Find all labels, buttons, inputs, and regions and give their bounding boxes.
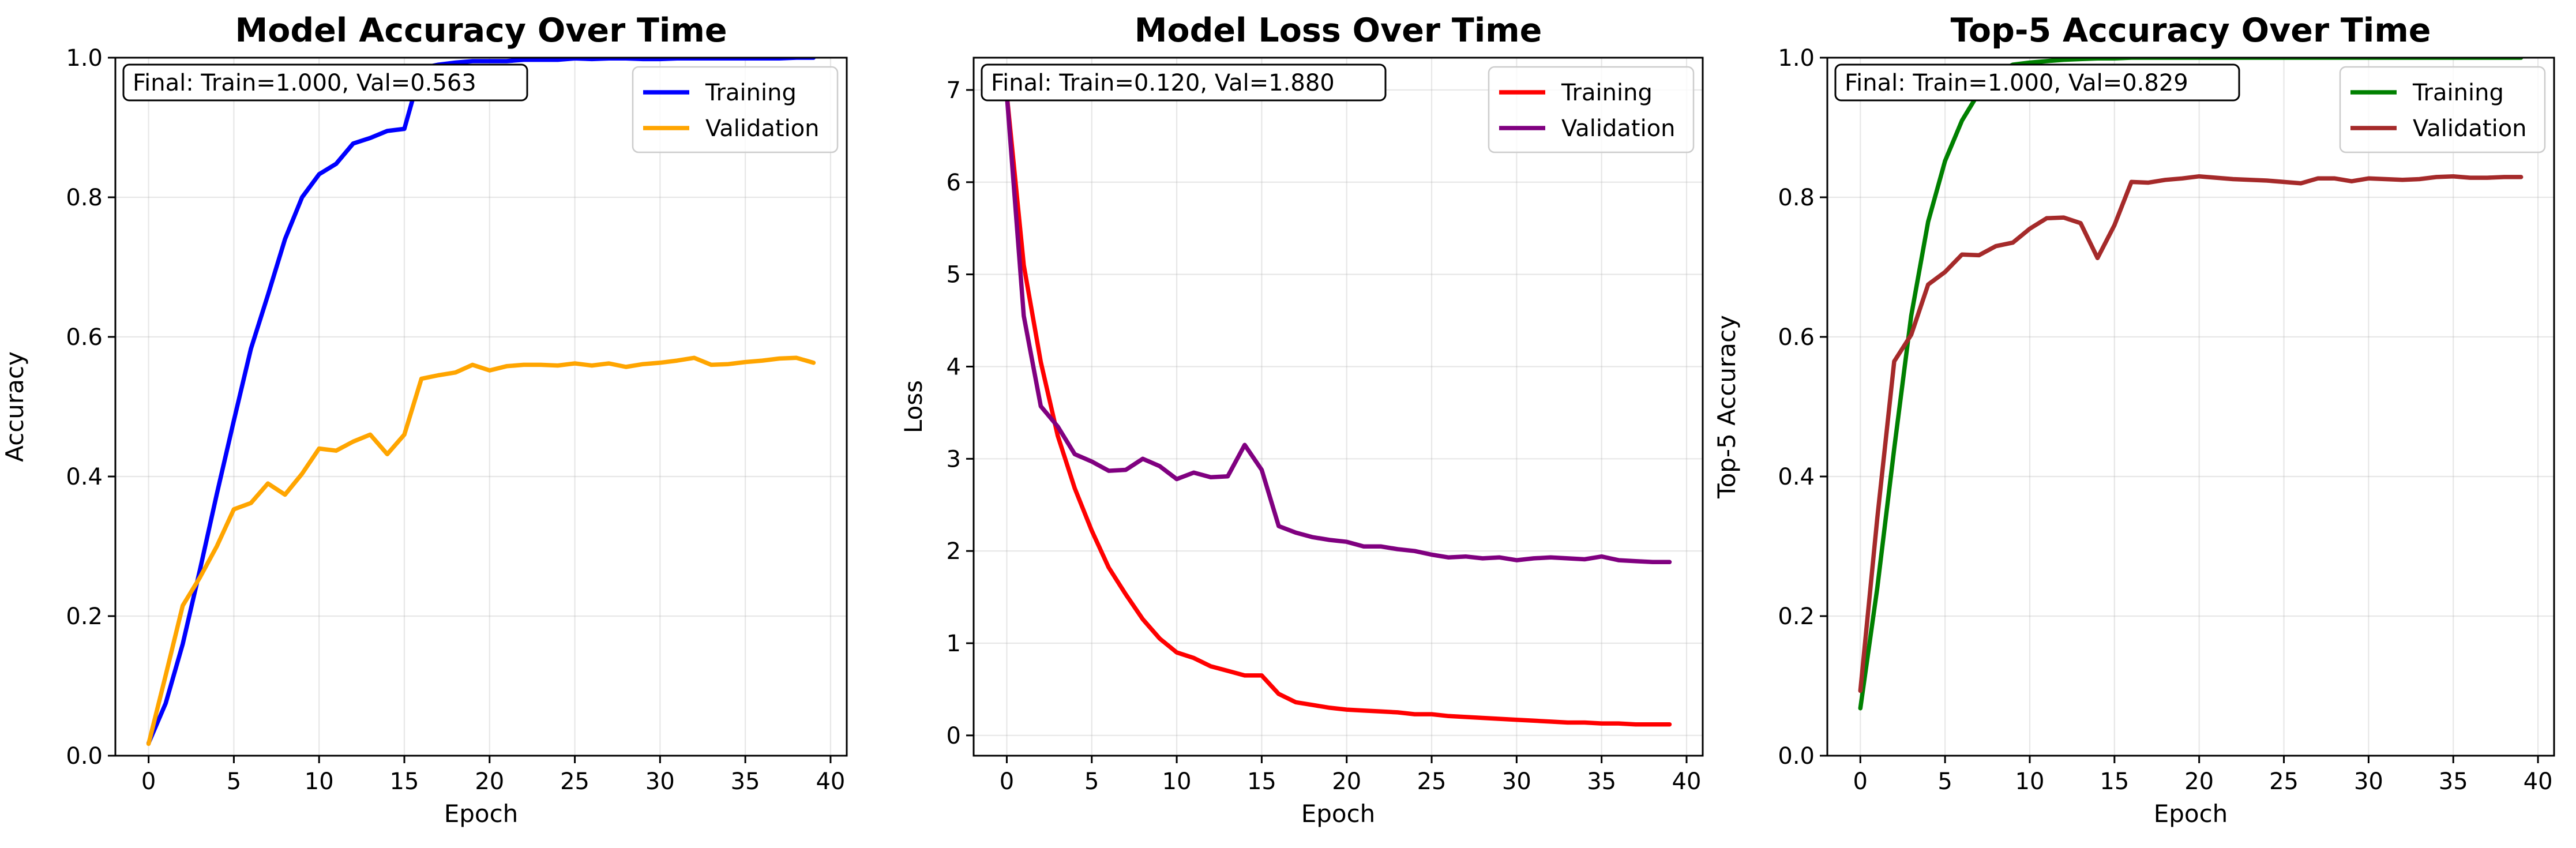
chart-title: Model Loss Over Time <box>1135 12 1542 50</box>
final-values-annotation: Final: Train=1.000, Val=0.563 <box>122 63 528 102</box>
x-tick-label: 35 <box>731 768 760 795</box>
annotation-box <box>981 63 1387 102</box>
y-tick-label: 1 <box>947 631 961 657</box>
x-tick-label: 25 <box>2269 768 2299 795</box>
y-tick-label: 3 <box>947 446 961 472</box>
x-tick-label: 10 <box>305 768 334 795</box>
x-tick-label: 40 <box>816 768 845 795</box>
x-axis-label: Epoch <box>2154 800 2228 828</box>
axes-frame <box>972 57 1704 757</box>
x-tick-label: 15 <box>390 768 419 795</box>
x-axis-label: Epoch <box>1301 800 1376 828</box>
legend-box <box>2339 66 2546 153</box>
y-tick-label: 0.4 <box>1778 464 1815 490</box>
x-tick-label: 40 <box>2524 768 2553 795</box>
final-values-annotation: Final: Train=1.000, Val=0.829 <box>1834 63 2240 102</box>
chart-title: Model Accuracy Over Time <box>235 12 727 50</box>
y-tick-label: 0.6 <box>66 324 103 351</box>
x-axis-label: Epoch <box>444 800 519 828</box>
legend: Training Validation <box>632 66 839 153</box>
annotation-box <box>1834 63 2240 102</box>
x-tick-label: 20 <box>475 768 504 795</box>
legend-label-validation: Validation <box>1561 115 1676 142</box>
y-tick-label: 0.0 <box>1778 743 1815 770</box>
x-tick-label: 25 <box>1417 768 1447 795</box>
x-tick-label: 30 <box>2354 768 2383 795</box>
y-axis-label: Top-5 Accuracy <box>1713 315 1741 499</box>
y-tick-label: 6 <box>947 170 961 196</box>
legend: Training Validation <box>1488 66 1695 153</box>
y-tick-label: 5 <box>947 262 961 288</box>
legend-label-validation: Validation <box>705 115 820 142</box>
x-tick-label: 40 <box>1672 768 1702 795</box>
legend-label-validation: Validation <box>2413 115 2527 142</box>
x-tick-label: 5 <box>1084 768 1099 795</box>
x-tick-label: 25 <box>560 768 589 795</box>
y-tick-label: 0.2 <box>66 603 103 630</box>
chart-panel-3: 0 5 10 15 20 25 30 35 40 0.0 0.2 0.4 0.6 0.8 1.0 Top-5 … <box>1713 12 2555 828</box>
axes-frame <box>1826 57 2555 757</box>
legend-box <box>1488 66 1695 153</box>
y-tick-label: 1.0 <box>1778 45 1815 72</box>
y-tick-label: 2 <box>947 538 961 565</box>
x-tick-label: 10 <box>1162 768 1192 795</box>
y-axis-label: Accuracy <box>1 351 29 462</box>
x-tick-label: 30 <box>1502 768 1531 795</box>
final-values-annotation: Final: Train=0.120, Val=1.880 <box>981 63 1387 102</box>
y-tick-label: 1.0 <box>66 45 103 72</box>
series-line-training <box>1004 92 1672 727</box>
y-tick-label: 0.8 <box>66 185 103 211</box>
x-tick-label: 0 <box>1853 768 1868 795</box>
y-tick-label: 0 <box>947 723 961 749</box>
legend-label-training: Training <box>705 80 797 106</box>
chart-panel-1: 0 5 10 15 20 25 30 35 40 0.0 0.2 0.4 0.6 0.8 1.0 Model … <box>1 12 848 828</box>
y-tick-label: 0.2 <box>1778 603 1815 630</box>
x-tick-label: 35 <box>1587 768 1616 795</box>
annotation-text: Final: Train=0.120, Val=1.880 <box>991 70 1335 96</box>
series-line-validation <box>1858 174 2524 693</box>
chart-panel-2: 0 5 10 15 20 25 30 35 40 0 1 2 3 4 5 6 7 Model Loss Over … <box>899 12 1704 828</box>
y-tick-label: 0.4 <box>66 464 103 490</box>
x-tick-label: 10 <box>2015 768 2045 795</box>
legend-label-training: Training <box>1561 80 1653 106</box>
y-tick-label: 4 <box>947 354 961 380</box>
x-tick-label: 0 <box>1000 768 1014 795</box>
y-tick-label: 0.8 <box>1778 185 1815 211</box>
chart-title: Top-5 Accuracy Over Time <box>1951 12 2431 50</box>
x-tick-label: 30 <box>645 768 675 795</box>
series-line-training <box>1858 58 2524 711</box>
x-tick-label: 5 <box>1937 768 1952 795</box>
x-tick-label: 35 <box>2439 768 2468 795</box>
legend: Training Validation <box>2339 66 2546 153</box>
legend-box <box>632 66 839 153</box>
x-tick-label: 20 <box>1332 768 1361 795</box>
y-tick-label: 0.0 <box>66 743 103 770</box>
annotation-text: Final: Train=1.000, Val=0.563 <box>133 70 476 96</box>
axes-frame <box>114 57 848 757</box>
annotation-text: Final: Train=1.000, Val=0.829 <box>1845 70 2188 96</box>
series-line-validation <box>1004 92 1672 565</box>
series-line-training <box>146 58 816 745</box>
series-line-validation <box>146 355 816 746</box>
x-tick-label: 0 <box>141 768 156 795</box>
x-tick-label: 15 <box>1247 768 1276 795</box>
y-axis-label: Loss <box>899 380 927 433</box>
x-tick-label: 20 <box>2184 768 2214 795</box>
legend-label-training: Training <box>2412 80 2504 106</box>
x-tick-label: 15 <box>2100 768 2129 795</box>
y-tick-label: 0.6 <box>1778 324 1815 351</box>
x-tick-label: 5 <box>227 768 241 795</box>
y-tick-label: 7 <box>947 77 961 104</box>
annotation-box <box>122 63 528 102</box>
